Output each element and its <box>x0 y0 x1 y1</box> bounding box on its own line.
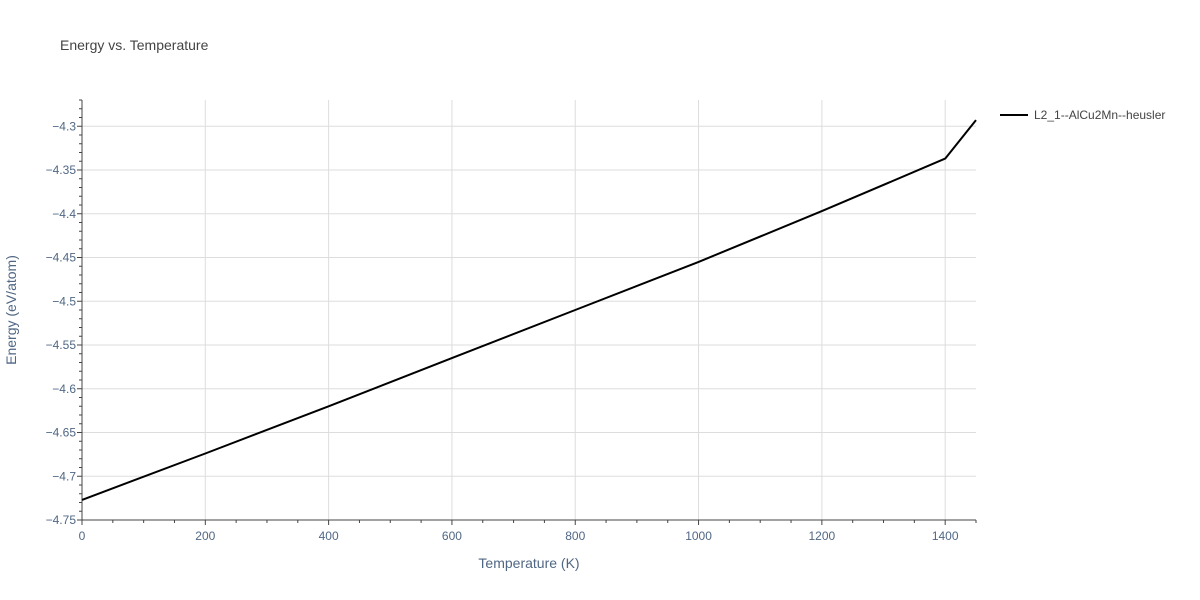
y-axis-ticks: −4.75 −4.7 −4.65 −4.6 −4.55 −4.5 −4.45 −4.4 −4.3… <box>46 119 77 527</box>
y-tick-label: −4.6 <box>52 382 76 396</box>
y-tick-label: −4.75 <box>46 513 77 527</box>
y-axis-title: Energy (eV/atom) <box>3 255 19 365</box>
x-tick-label: 600 <box>442 529 462 543</box>
chart-title: Energy vs. Temperature <box>60 37 209 53</box>
x-tick-label: 1000 <box>685 529 712 543</box>
x-axis-title: Temperature (K) <box>478 555 579 571</box>
grid-lines <box>82 100 976 520</box>
y-tick-label: −4.35 <box>46 163 77 177</box>
y-tick-label: −4.65 <box>46 426 77 440</box>
x-tick-label: 400 <box>319 529 339 543</box>
x-tick-label: 800 <box>565 529 585 543</box>
x-tick-label: 0 <box>79 529 86 543</box>
series-layer <box>81 119 977 501</box>
x-tick-label: 1400 <box>932 529 959 543</box>
legend[interactable]: L2_1--AlCu2Mn--heusler <box>1000 108 1165 122</box>
minor-ticks <box>77 99 977 525</box>
x-tick-label: 200 <box>195 529 215 543</box>
y-tick-label: −4.3 <box>52 119 76 133</box>
series-line <box>81 119 977 501</box>
x-axis-ticks: 0 200 400 600 800 1000 1200 1400 <box>79 529 959 543</box>
y-tick-label: −4.5 <box>52 294 76 308</box>
x-tick-label: 1200 <box>809 529 836 543</box>
y-tick-label: −4.45 <box>46 251 77 265</box>
y-tick-label: −4.55 <box>46 338 77 352</box>
y-tick-label: −4.7 <box>52 469 76 483</box>
legend-label: L2_1--AlCu2Mn--heusler <box>1034 108 1165 122</box>
y-tick-label: −4.4 <box>52 207 76 221</box>
